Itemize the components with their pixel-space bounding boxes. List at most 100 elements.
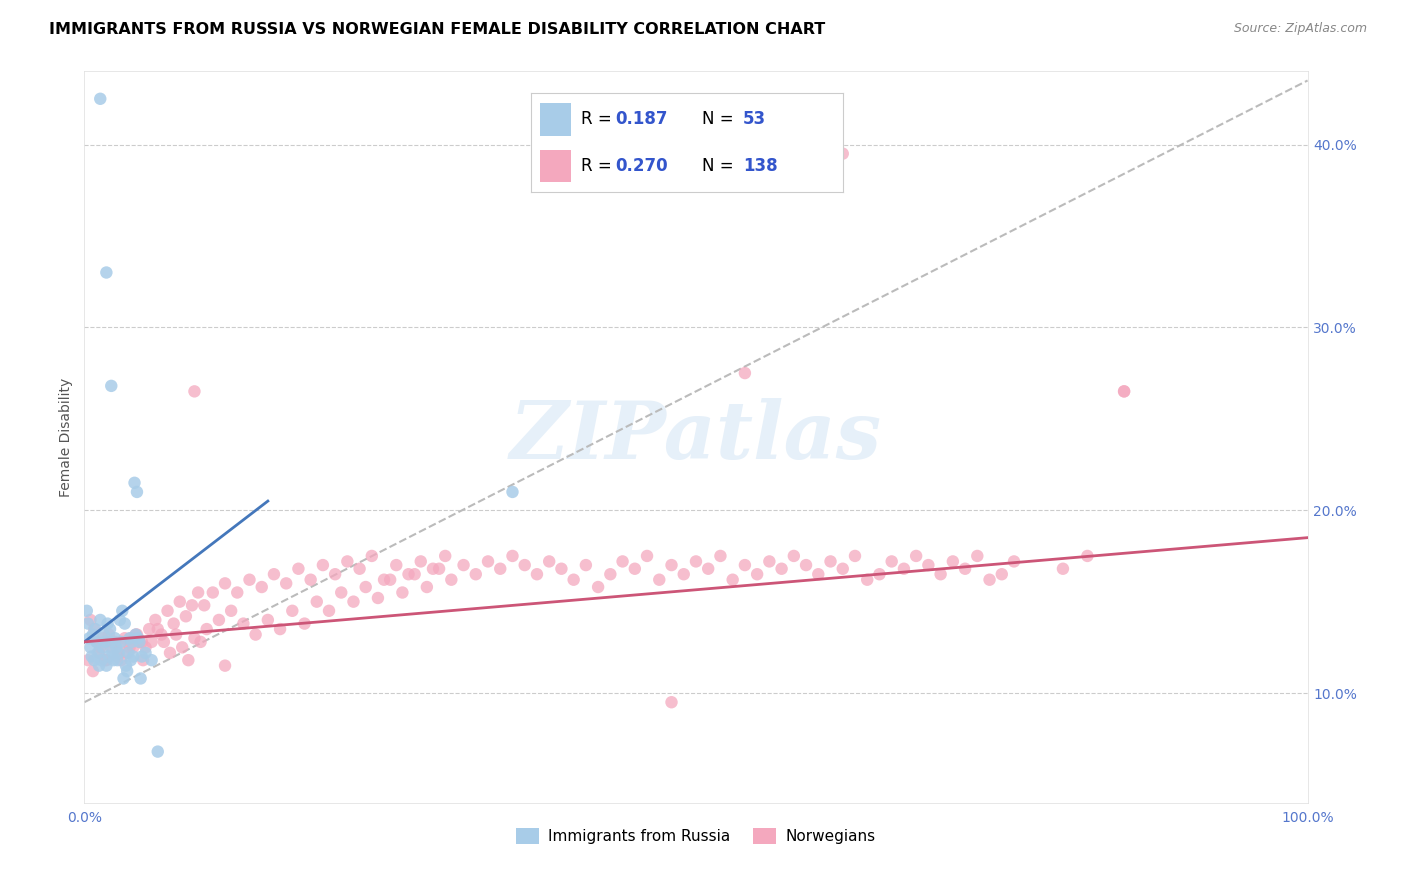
Point (917, 558, 939, 573)
Point (77, 616, 100, 631)
Point (89, 92, 111, 106)
Point (97, 616, 120, 631)
Point (112, 635, 135, 649)
Point (312, 558, 335, 573)
Legend: Immigrants from Russia, Norwegians: Immigrants from Russia, Norwegians (510, 822, 882, 850)
Point (128, 635, 150, 649)
Point (83, 622, 105, 636)
Point (342, 594, 364, 608)
Point (831, 146, 853, 161)
Point (831, 562, 853, 576)
Point (125, 627, 148, 641)
Point (575, 558, 598, 573)
Point (177, 653, 200, 667)
Point (1114, 384, 1136, 399)
Point (111, 604, 134, 618)
Point (169, 594, 191, 608)
Point (84, 622, 107, 636)
Point (183, 384, 205, 399)
Point (232, 616, 254, 631)
Point (87, 658, 110, 673)
Point (135, 640, 157, 655)
Point (100, 635, 122, 649)
Point (90, 653, 112, 667)
Point (869, 567, 891, 582)
Point (86, 635, 108, 649)
Point (110, 635, 132, 649)
Point (672, 567, 695, 582)
Point (120, 653, 142, 667)
Point (245, 627, 267, 641)
Point (734, 558, 756, 573)
Point (107, 646, 129, 660)
Point (150, 627, 173, 641)
Point (117, 646, 139, 660)
Point (87, 646, 110, 660)
Point (263, 567, 285, 582)
Point (269, 622, 291, 636)
Point (121, 635, 143, 649)
Point (349, 562, 371, 576)
Point (238, 573, 260, 587)
Point (380, 573, 402, 587)
Point (648, 573, 671, 587)
Point (146, 745, 169, 759)
Point (526, 567, 548, 582)
Point (550, 562, 572, 576)
Point (250, 580, 273, 594)
Point (747, 567, 769, 582)
Point (226, 585, 249, 599)
Point (820, 554, 842, 568)
Point (354, 580, 377, 594)
Point (562, 573, 585, 587)
Point (153, 635, 176, 649)
Point (91, 632, 114, 646)
Point (91, 640, 114, 655)
Y-axis label: Female Disability: Female Disability (59, 377, 73, 497)
Point (124, 475, 146, 490)
Point (125, 485, 148, 500)
Point (464, 567, 486, 582)
Point (1114, 384, 1136, 399)
Point (434, 549, 457, 563)
Point (83, 653, 105, 667)
Point (942, 554, 965, 568)
Point (398, 567, 420, 582)
Text: ZIPatlas: ZIPatlas (510, 399, 882, 475)
Point (502, 549, 524, 563)
Point (128, 635, 150, 649)
Point (96, 658, 118, 673)
Point (856, 573, 879, 587)
Point (373, 573, 395, 587)
Point (100, 379, 122, 393)
Point (276, 576, 298, 591)
Point (991, 567, 1014, 582)
Point (105, 640, 128, 655)
Point (98, 622, 121, 636)
Point (82, 664, 104, 678)
Point (880, 554, 903, 568)
Point (586, 580, 609, 594)
Point (893, 562, 915, 576)
Point (636, 549, 658, 563)
Point (214, 576, 236, 591)
Point (599, 567, 621, 582)
Point (318, 604, 340, 618)
Point (115, 658, 138, 673)
Point (131, 635, 153, 649)
Point (697, 562, 720, 576)
Point (125, 627, 148, 641)
Point (87, 646, 110, 660)
Point (112, 672, 135, 686)
Point (101, 635, 124, 649)
Point (409, 554, 432, 568)
Point (1052, 562, 1074, 576)
Point (257, 613, 280, 627)
Point (120, 632, 142, 646)
Point (107, 646, 129, 660)
Point (114, 616, 136, 631)
Point (770, 562, 793, 576)
Point (172, 640, 194, 655)
Text: Source: ZipAtlas.com: Source: ZipAtlas.com (1233, 22, 1367, 36)
Point (118, 632, 141, 646)
